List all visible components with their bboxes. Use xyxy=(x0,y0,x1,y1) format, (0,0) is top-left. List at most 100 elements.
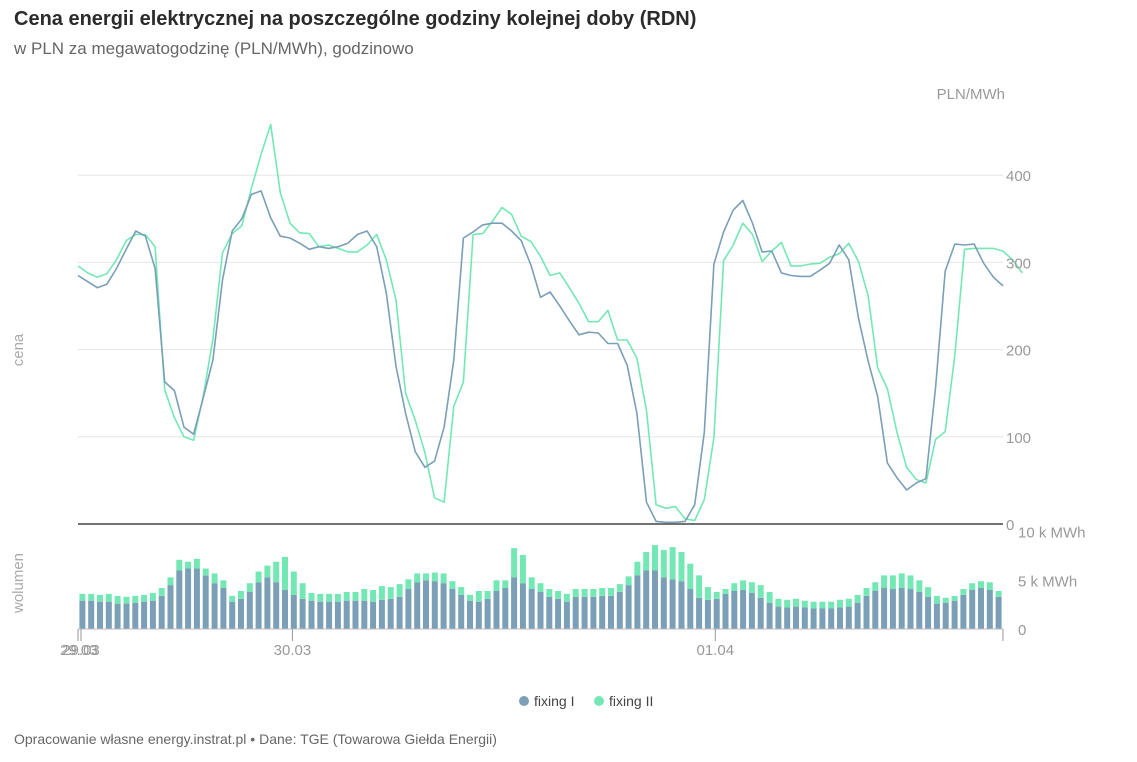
volume-bar-fixing-2 xyxy=(678,552,685,582)
volume-bar-fixing-2 xyxy=(590,589,597,597)
volume-bar-fixing-1 xyxy=(766,602,773,629)
volume-bar-fixing-1 xyxy=(158,595,165,629)
volume-bar-fixing-2 xyxy=(519,554,526,584)
volume-bar-fixing-1 xyxy=(555,598,562,629)
volume-bar-fixing-1 xyxy=(176,570,183,629)
volume-bar-fixing-2 xyxy=(414,573,421,583)
chart-title: Cena energii elektrycznej na poszczególn… xyxy=(14,8,697,30)
volume-bar-fixing-2 xyxy=(907,575,914,590)
volume-bar-fixing-1 xyxy=(467,600,473,629)
price-lines xyxy=(77,123,1023,524)
volume-bar-fixing-1 xyxy=(563,601,570,629)
volume-bar-fixing-1 xyxy=(229,601,236,629)
volume-bar-fixing-2 xyxy=(326,593,333,602)
volume-bar-fixing-2 xyxy=(625,576,632,586)
volume-bar-fixing-2 xyxy=(863,588,870,596)
volume-bar-fixing-1 xyxy=(793,606,799,629)
volume-bar-fixing-2 xyxy=(370,590,377,602)
volume-tick-label: 0 xyxy=(1018,622,1026,639)
volume-bar-fixing-1 xyxy=(370,601,377,629)
volume-bar-fixing-2 xyxy=(969,583,976,590)
volume-bar-fixing-1 xyxy=(634,575,641,629)
volume-bar-fixing-1 xyxy=(660,577,667,629)
price-tick-label: 0 xyxy=(1006,517,1014,534)
volume-bar-fixing-1 xyxy=(863,595,870,629)
volume-bar-fixing-2 xyxy=(793,598,799,607)
volume-bar-fixing-2 xyxy=(898,573,905,588)
legend-item-fixing-2[interactable]: fixing II xyxy=(594,693,653,709)
volume-bar-fixing-2 xyxy=(951,595,958,601)
volume-tick-label: 10 k MWh xyxy=(1018,525,1086,542)
legend-item-fixing-1[interactable]: fixing I xyxy=(519,693,574,709)
volume-bar-fixing-2 xyxy=(960,589,967,595)
volume-bar-fixing-2 xyxy=(511,548,518,578)
volume-bar-fixing-2 xyxy=(942,597,949,603)
volume-bar-fixing-2 xyxy=(669,547,676,580)
volume-bar-fixing-2 xyxy=(396,584,403,597)
volume-bar-fixing-1 xyxy=(643,570,650,629)
volume-bar-fixing-2 xyxy=(308,592,315,601)
volume-bar-fixing-2 xyxy=(141,594,148,602)
volume-bar-fixing-2 xyxy=(995,591,1002,597)
volume-bar-fixing-1 xyxy=(960,594,967,629)
volume-bar-fixing-1 xyxy=(678,581,685,629)
volume-bar-fixing-2 xyxy=(88,593,95,601)
volume-bar-fixing-2 xyxy=(978,581,984,588)
volume-bar-fixing-2 xyxy=(608,588,614,596)
volume-bar-fixing-2 xyxy=(255,571,262,583)
volume-bar-fixing-1 xyxy=(88,600,95,629)
volume-bar-fixing-2 xyxy=(810,601,817,609)
volume-bar-fixing-1 xyxy=(889,589,896,629)
volume-axis-title: wolumen xyxy=(10,553,27,614)
volume-bar-fixing-2 xyxy=(132,595,139,603)
volume-bar-fixing-2 xyxy=(696,575,703,598)
volume-bar-fixing-2 xyxy=(784,599,791,608)
volume-tick-label: 5 k MWh xyxy=(1018,573,1077,590)
volume-bar-fixing-2 xyxy=(149,592,156,601)
volume-bar-fixing-1 xyxy=(986,590,993,629)
volume-bars xyxy=(79,545,1002,630)
volume-bar-fixing-1 xyxy=(854,602,861,629)
volume-bar-fixing-1 xyxy=(273,582,280,629)
volume-bar-fixing-1 xyxy=(132,602,139,629)
volume-bar-fixing-1 xyxy=(625,585,632,629)
volume-bar-fixing-2 xyxy=(299,583,306,599)
volume-bar-fixing-2 xyxy=(546,589,553,597)
volume-bar-fixing-1 xyxy=(264,577,271,629)
volume-bar-fixing-1 xyxy=(475,601,482,629)
volume-bar-fixing-1 xyxy=(484,598,491,629)
volume-bar-fixing-2 xyxy=(105,593,112,602)
volume-bar-fixing-1 xyxy=(343,600,350,629)
volume-bar-fixing-2 xyxy=(854,594,861,603)
volume-bar-fixing-1 xyxy=(423,580,429,630)
chart-subtitle: w PLN za megawatogodzinę (PLN/MWh), godz… xyxy=(14,39,414,58)
volume-bar-fixing-1 xyxy=(502,588,509,629)
volume-bar-fixing-2 xyxy=(273,561,280,583)
volume-bar-fixing-1 xyxy=(801,607,808,629)
volume-bar-fixing-2 xyxy=(634,561,641,576)
volume-bar-fixing-1 xyxy=(740,590,747,629)
volume-bar-fixing-2 xyxy=(687,563,694,590)
volume-bar-fixing-2 xyxy=(79,593,86,601)
volume-bar-fixing-1 xyxy=(449,589,456,629)
price-line-fixing-1 xyxy=(77,190,1004,524)
volume-bar-fixing-2 xyxy=(246,583,253,592)
volume-bar-fixing-1 xyxy=(326,601,333,629)
volume-bar-fixing-1 xyxy=(978,588,984,629)
volume-bar-fixing-1 xyxy=(969,590,976,629)
volume-bar-fixing-2 xyxy=(581,589,588,597)
volume-bar-fixing-2 xyxy=(185,561,192,569)
volume-bar-fixing-2 xyxy=(555,591,562,599)
volume-bar-fixing-2 xyxy=(405,579,412,590)
volume-bar-fixing-2 xyxy=(484,591,491,599)
volume-bar-fixing-1 xyxy=(572,596,579,629)
volume-bar-fixing-1 xyxy=(334,601,341,629)
volume-bar-fixing-1 xyxy=(713,598,720,629)
volume-bar-fixing-1 xyxy=(942,602,949,629)
x-tick-label: 01.04 xyxy=(697,642,735,659)
volume-bar-fixing-1 xyxy=(361,600,368,629)
volume-bar-fixing-2 xyxy=(652,545,658,571)
volume-bar-fixing-2 xyxy=(193,558,200,569)
volume-bar-fixing-1 xyxy=(775,606,782,629)
